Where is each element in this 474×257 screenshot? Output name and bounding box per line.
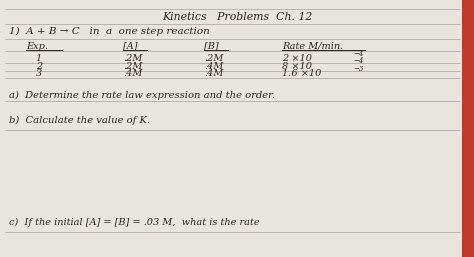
Text: 2: 2 [36,61,42,71]
Text: 1: 1 [36,54,42,63]
Text: .2M: .2M [123,54,143,63]
Text: b)  Calculate the value of K.: b) Calculate the value of K. [9,116,151,125]
Text: .2M: .2M [204,54,223,63]
Text: .2M: .2M [123,61,143,71]
Text: −4: −4 [353,50,364,58]
Text: .4M: .4M [204,61,223,71]
Bar [462,0,474,257]
Text: −4: −4 [353,57,364,66]
Text: 1.6 ×10: 1.6 ×10 [282,69,321,78]
Text: −3: −3 [353,65,364,73]
Text: .4M: .4M [204,69,223,78]
Text: c)  If the initial [A] = [B] = .03 M,  what is the rate: c) If the initial [A] = [B] = .03 M, wha… [9,218,260,227]
Text: 2 ×10: 2 ×10 [282,54,312,63]
Text: a)  Determine the rate law expression and the order.: a) Determine the rate law expression and… [9,90,275,100]
Text: .4M: .4M [123,69,143,78]
Text: [A]: [A] [123,41,138,51]
Text: Kinetics   Problems  Ch. 12: Kinetics Problems Ch. 12 [162,12,312,22]
Text: 1)  A + B → C   in  a  one step reaction: 1) A + B → C in a one step reaction [9,27,210,36]
Text: Rate M/min.: Rate M/min. [282,41,343,51]
Text: Exp.: Exp. [26,41,48,51]
Text: 8 ×10: 8 ×10 [282,61,312,71]
Text: [B]: [B] [204,41,219,51]
Text: 3: 3 [36,69,42,78]
